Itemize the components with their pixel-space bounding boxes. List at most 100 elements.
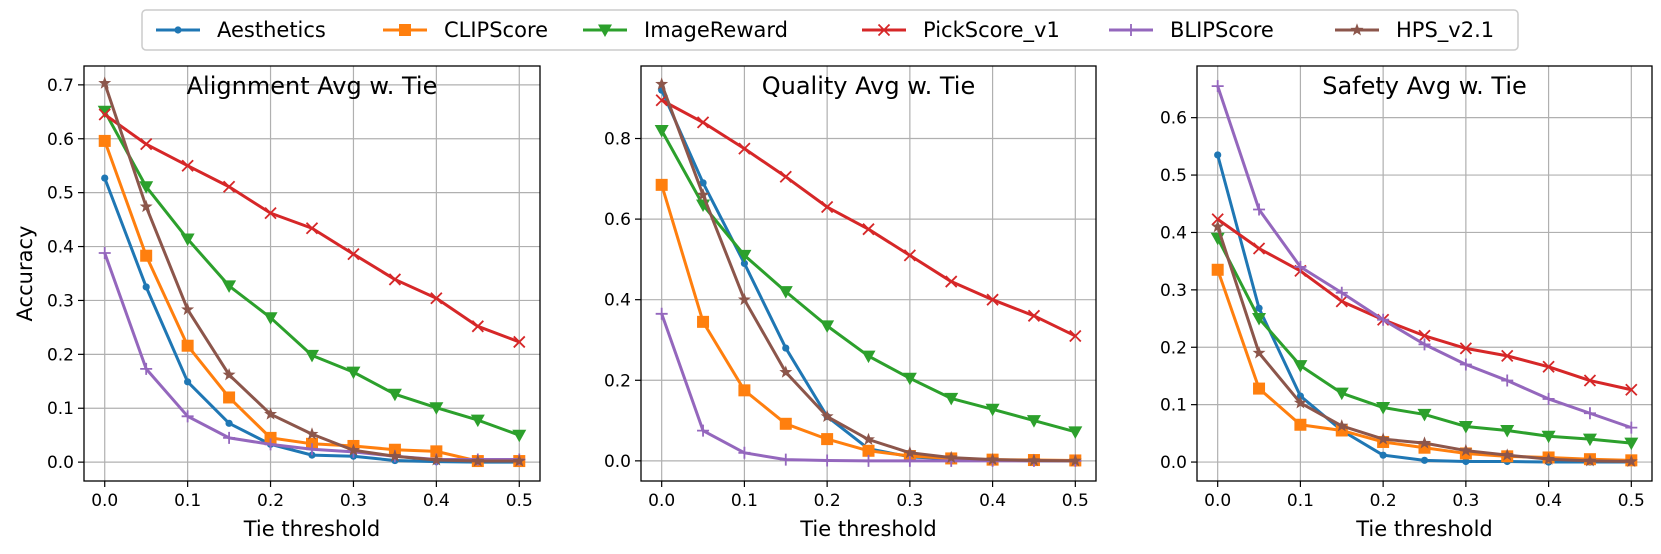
y-tick-label: 0.1 (47, 399, 74, 419)
pickscore-v1-point-marker (1211, 213, 1224, 226)
series-pickscore-v1 (98, 108, 526, 349)
imagereward-point-marker (654, 124, 669, 138)
blipscore-point-marker (1253, 203, 1266, 216)
y-tick-label: 0.3 (1160, 281, 1187, 301)
series-imagereward (1210, 232, 1639, 451)
clipscore-point-marker (1253, 382, 1266, 395)
series-pickscore-v1 (655, 94, 1082, 343)
x-tick-label: 0.4 (423, 491, 450, 511)
y-tick-label: 0.4 (604, 291, 631, 311)
blipscore-point-marker (1501, 374, 1514, 387)
y-tick-label: 0.6 (47, 130, 74, 150)
aesthetics-point-marker (1379, 451, 1387, 459)
blipscore-point-marker (223, 431, 236, 444)
hps-v2-1-point-marker (1542, 452, 1556, 465)
series-line-aesthetics (103, 177, 520, 464)
series-line-hps-v2-1 (660, 83, 1076, 463)
ticks: 0.0 0.1 0.2 0.3 0.4 0.5 0.0 0.1 0.2 0.3 0.4 0.5 0.6 0… (47, 76, 533, 511)
imagereward-point-marker (944, 392, 959, 406)
pickscore-v1-point-marker (1625, 383, 1638, 396)
blipscore-point-marker (903, 454, 916, 467)
pickscore-v1-point-marker (181, 159, 194, 172)
axes-frame (1196, 65, 1653, 482)
hps-v2-1-point-marker (98, 76, 112, 89)
hps-v2-1-point-marker (1211, 219, 1225, 233)
aesthetics-point-marker (142, 283, 150, 291)
pickscore-v1-point-marker (1335, 295, 1348, 308)
clipscore-point-marker (697, 315, 710, 328)
blipscore-point-marker (1583, 407, 1596, 420)
legend-pickscore-v1-marker (877, 23, 891, 37)
blipscore-point-marker (1418, 338, 1431, 351)
blipscore-point-marker (1294, 260, 1307, 273)
pickscore-v1-point-marker (738, 142, 751, 155)
pickscore-v1-point-marker (264, 206, 277, 220)
pickscore-v1-point-marker (696, 116, 710, 129)
hps-v2-1-point-marker (944, 450, 958, 464)
series-aesthetics (101, 174, 523, 466)
hps-v2-1-point-marker (1418, 436, 1431, 449)
imagereward-point-marker (1624, 437, 1639, 451)
panels: 0.0 0.1 0.2 0.3 0.4 0.5 0.0 0.1 0.2 0.3 0.4 0.5 0.6 0… (13, 65, 1653, 541)
y-tick-label: 0.0 (604, 452, 631, 472)
series-hps-v2-1 (98, 76, 526, 467)
y-tick-label: 0.2 (1160, 338, 1187, 358)
imagereward-point-marker (902, 372, 917, 386)
series-line-hps-v2-1 (103, 82, 520, 463)
pickscore-v1-point-marker (820, 200, 834, 214)
blipscore-point-marker (779, 453, 792, 466)
imagereward-point-marker (1500, 424, 1515, 438)
aesthetics-point-marker (740, 259, 749, 268)
y-tick-label: 0.5 (47, 184, 74, 204)
series-line-pickscore-v1 (1216, 218, 1632, 392)
clipscore-point-marker (98, 134, 111, 147)
y-tick-label: 0.2 (47, 345, 74, 365)
x-tick-label: 0.0 (648, 491, 675, 511)
imagereward-point-marker (346, 366, 361, 380)
clipscore-point-marker (430, 445, 443, 458)
pickscore-v1-point-marker (1418, 329, 1431, 342)
pickscore-v1-point-marker (1027, 309, 1041, 322)
x-tick-label: 0.0 (1204, 491, 1231, 511)
panel-title: Safety Avg w. Tie (1322, 72, 1527, 100)
x-tick-label: 0.5 (506, 491, 533, 511)
panel-safety-avg-w-tie: 0.0 0.1 0.2 0.3 0.4 0.5 0.0 0.1 0.2 0.3 0.4 0.5 0.6 S… (1160, 65, 1653, 541)
clipscore-point-marker (223, 391, 236, 404)
clipscore-point-marker (1294, 418, 1307, 431)
hps-v2-1-point-marker (696, 188, 710, 201)
series-imagereward (654, 124, 1083, 439)
pickscore-v1-point-marker (222, 180, 236, 193)
hps-v2-1-point-marker (737, 292, 751, 306)
x-axis-label: Tie threshold (243, 517, 381, 541)
clipscore-point-marker (779, 417, 792, 430)
clipscore-point-marker (821, 433, 834, 446)
legend-item-pickscore-v1: PickScore_v1 (862, 18, 1060, 43)
series-aesthetics (658, 86, 1079, 465)
legend-item-imagereward: ImageReward (583, 18, 788, 42)
pickscore-v1-point-marker (1583, 374, 1597, 387)
imagereward-point-marker (737, 249, 752, 263)
imagereward-point-marker (1026, 415, 1041, 428)
blipscore-point-marker (1377, 313, 1390, 326)
legend-label: CLIPScore (444, 18, 548, 42)
series-blipscore (1211, 80, 1638, 434)
panel-title: Alignment Avg w. Tie (187, 72, 438, 100)
pickscore-v1-point-marker (903, 249, 917, 262)
imagereward-point-marker (180, 233, 195, 247)
blipscore-point-marker (1542, 392, 1555, 405)
y-tick-label: 0.3 (47, 291, 74, 311)
y-tick-label: 0.7 (47, 76, 74, 96)
pickscore-v1-point-marker (305, 222, 319, 235)
series-imagereward (97, 105, 527, 443)
legend-aesthetics-marker (174, 26, 182, 34)
blipscore-point-marker (862, 454, 875, 467)
aesthetics-point-marker (1296, 392, 1305, 400)
aesthetics-point-marker (101, 174, 109, 182)
x-tick-label: 0.2 (814, 491, 841, 511)
x-tick-label: 0.1 (1287, 491, 1314, 511)
series-clipscore (655, 178, 1082, 467)
y-tick-label: 0.6 (1160, 109, 1187, 129)
legend-item-clipscore: CLIPScore (383, 18, 548, 42)
x-tick-label: 0.2 (1370, 491, 1397, 511)
blipscore-point-marker (264, 438, 277, 451)
